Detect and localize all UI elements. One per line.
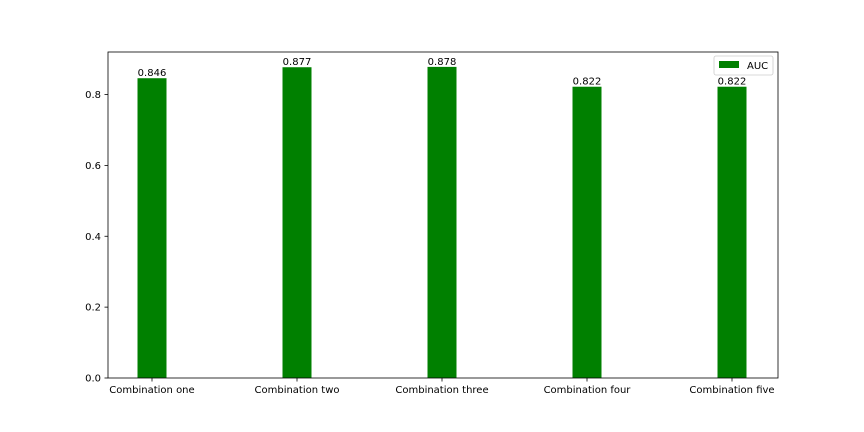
- x-tick-label-3: Combination three: [395, 385, 488, 396]
- x-tick-label-4: Combination four: [544, 385, 632, 396]
- data-label-5: 0.822: [718, 77, 747, 88]
- data-label-1: 0.846: [138, 68, 167, 79]
- data-label-4: 0.822: [573, 77, 602, 88]
- y-tick-label-1: 0.0: [85, 374, 101, 385]
- bar-2: [282, 67, 312, 379]
- x-axis: Combination one Combination two Combinatio…: [109, 378, 775, 396]
- legend: AUC: [713, 55, 774, 76]
- legend-label: AUC: [747, 61, 768, 72]
- bar-1: [137, 78, 167, 378]
- data-label-3: 0.878: [428, 57, 457, 68]
- data-label-2: 0.877: [283, 57, 312, 68]
- plot-frame: [107, 51, 779, 379]
- bar-4: [572, 86, 602, 379]
- legend-box: [713, 55, 774, 76]
- bar-3: [427, 66, 457, 379]
- bars-group: [137, 66, 747, 379]
- y-tick-label-4: 0.6: [85, 161, 101, 172]
- y-tick-label-2: 0.2: [85, 303, 101, 314]
- data-labels-group: 0.846 0.877 0.878 0.822 0.822: [138, 57, 747, 88]
- x-tick-label-1: Combination one: [109, 385, 194, 396]
- bar-5: [717, 86, 747, 379]
- y-axis: 0.0 0.2 0.4 0.6 0.8: [85, 90, 108, 385]
- y-tick-label-5: 0.8: [85, 90, 101, 101]
- y-tick-label-3: 0.4: [85, 232, 101, 243]
- legend-swatch: [719, 61, 739, 68]
- x-tick-label-5: Combination five: [689, 385, 774, 396]
- x-tick-label-2: Combination two: [255, 385, 340, 396]
